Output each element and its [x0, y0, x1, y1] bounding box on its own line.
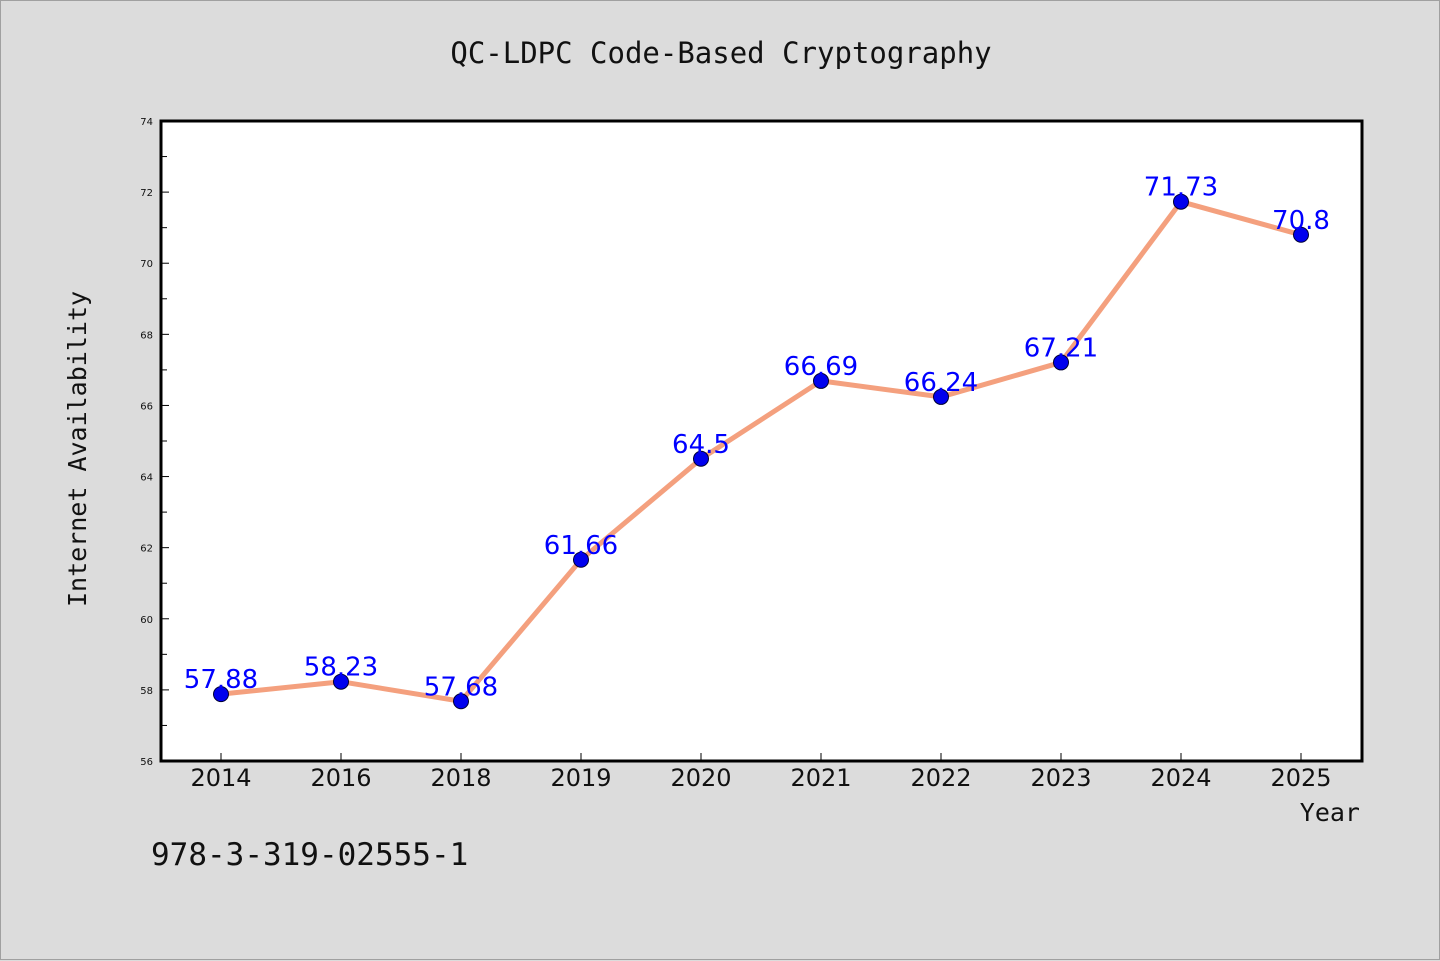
data-label: 71.73	[1144, 173, 1218, 203]
y-axis-label: Internet Availability	[63, 291, 92, 607]
data-series: 57.88 58.23 57.68 61.66 64.5 66.69 66.24 67.21 7…	[184, 173, 1330, 710]
y-tick-label: 66	[140, 401, 153, 412]
data-point	[573, 551, 589, 568]
x-tick-label: 2020	[670, 764, 731, 792]
x-axis: 2014 2016 2018 2019 2020 2021 2022 2023 2024 2025	[190, 753, 1332, 792]
y-tick-label: 60	[140, 615, 153, 626]
data-point	[1293, 226, 1309, 243]
y-tick-label: 56	[140, 757, 153, 768]
y-tick-label: 58	[140, 686, 153, 697]
x-tick-label: 2025	[1270, 764, 1331, 792]
data-point	[1173, 193, 1189, 210]
data-point	[333, 673, 349, 690]
y-tick-label: 70	[140, 259, 153, 270]
x-axis-label: Year	[1300, 798, 1360, 827]
x-tick-label: 2014	[190, 764, 251, 792]
data-label: 70.8	[1272, 206, 1330, 236]
data-label: 57.88	[184, 665, 258, 695]
footer-isbn: 978-3-319-02555-1	[151, 837, 468, 873]
x-tick-label: 2023	[1030, 764, 1091, 792]
x-tick-label: 2021	[790, 764, 851, 792]
x-tick-label: 2018	[430, 764, 491, 792]
y-tick-label: 68	[140, 330, 153, 341]
data-label: 67.21	[1024, 333, 1098, 363]
y-tick-label: 64	[140, 473, 153, 484]
data-point	[693, 450, 709, 467]
x-tick-label: 2016	[310, 764, 371, 792]
data-label: 57.68	[424, 672, 498, 702]
data-point	[453, 693, 469, 710]
x-tick-label: 2019	[550, 764, 611, 792]
y-axis: 56 58 60 62 64 66 68 70 72 74	[140, 117, 169, 768]
data-point	[813, 372, 829, 389]
series-line	[218, 199, 1304, 704]
data-label: 61.66	[544, 531, 618, 561]
chart-title: QC-LDPC Code-Based Cryptography	[450, 36, 991, 70]
data-label: 64.5	[672, 430, 730, 460]
data-point	[213, 686, 229, 703]
data-label: 58.23	[304, 653, 378, 683]
x-tick-label: 2024	[1150, 764, 1211, 792]
y-tick-label: 74	[140, 117, 153, 128]
y-tick-label: 72	[140, 188, 153, 199]
x-tick-label: 2022	[910, 764, 971, 792]
data-label: 66.69	[784, 352, 858, 382]
data-point	[1053, 354, 1069, 371]
data-point	[933, 388, 949, 405]
data-label: 66.24	[904, 368, 978, 398]
y-tick-label: 62	[140, 544, 153, 555]
